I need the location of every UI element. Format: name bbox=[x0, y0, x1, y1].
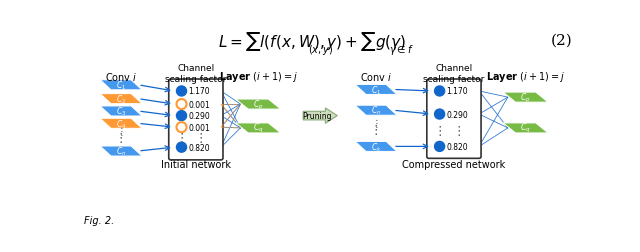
Text: Compressed network: Compressed network bbox=[403, 160, 506, 169]
Text: ⋮: ⋮ bbox=[115, 131, 127, 144]
Text: $C_p$: $C_p$ bbox=[253, 98, 264, 111]
Text: Conv $i$: Conv $i$ bbox=[105, 70, 138, 82]
Text: Channel
scaling factor: Channel scaling factor bbox=[165, 64, 227, 84]
Text: Layer $(i+1)=j$: Layer $(i+1)=j$ bbox=[219, 69, 298, 83]
Circle shape bbox=[435, 110, 445, 120]
Text: $C_n$: $C_n$ bbox=[371, 105, 381, 117]
Polygon shape bbox=[303, 108, 337, 124]
Text: Channel
scaling factor: Channel scaling factor bbox=[423, 64, 484, 84]
Text: ⋮: ⋮ bbox=[175, 131, 188, 144]
Text: Initial network: Initial network bbox=[161, 160, 231, 169]
Text: $C_p$: $C_p$ bbox=[520, 91, 531, 104]
Polygon shape bbox=[236, 100, 281, 110]
Circle shape bbox=[177, 143, 187, 152]
Text: ⋮: ⋮ bbox=[433, 124, 446, 137]
Text: Fig. 2.: Fig. 2. bbox=[84, 215, 114, 226]
Text: ⋮: ⋮ bbox=[372, 119, 381, 129]
Polygon shape bbox=[100, 146, 142, 156]
Polygon shape bbox=[355, 106, 397, 116]
Text: 0.290: 0.290 bbox=[447, 110, 468, 119]
Circle shape bbox=[435, 87, 445, 97]
Text: 0.001: 0.001 bbox=[189, 123, 211, 132]
Text: 0.290: 0.290 bbox=[189, 112, 211, 121]
Text: 1.170: 1.170 bbox=[189, 87, 210, 96]
Text: $C_q$: $C_q$ bbox=[520, 122, 531, 135]
Polygon shape bbox=[503, 93, 548, 103]
Text: ⋮: ⋮ bbox=[195, 131, 207, 144]
Text: $C_2$: $C_2$ bbox=[116, 93, 126, 106]
Text: $C_4$: $C_4$ bbox=[116, 118, 126, 130]
FancyBboxPatch shape bbox=[427, 80, 481, 159]
Text: ⋮: ⋮ bbox=[117, 127, 127, 137]
Text: $C_q$: $C_q$ bbox=[253, 122, 264, 135]
Text: $\gamma \in f$: $\gamma \in f$ bbox=[389, 43, 414, 57]
Text: Conv $i$: Conv $i$ bbox=[360, 70, 392, 82]
Circle shape bbox=[177, 111, 187, 121]
Text: Pruning: Pruning bbox=[302, 112, 332, 121]
FancyBboxPatch shape bbox=[169, 80, 223, 160]
Circle shape bbox=[177, 100, 187, 110]
Polygon shape bbox=[503, 123, 548, 133]
Text: $L = \sum l(f(x,W), y) + \sum g(\gamma)$: $L = \sum l(f(x,W), y) + \sum g(\gamma)$ bbox=[218, 29, 406, 52]
Text: (2): (2) bbox=[551, 34, 573, 48]
Text: 0.001: 0.001 bbox=[189, 100, 211, 109]
Text: ⋮: ⋮ bbox=[452, 124, 465, 137]
Text: $C_k$: $C_k$ bbox=[371, 141, 381, 153]
Text: $C_n$: $C_n$ bbox=[116, 145, 126, 158]
Text: $C_1$: $C_1$ bbox=[116, 79, 126, 92]
Polygon shape bbox=[355, 142, 397, 152]
Circle shape bbox=[177, 87, 187, 97]
Polygon shape bbox=[100, 107, 142, 116]
Polygon shape bbox=[100, 94, 142, 104]
Circle shape bbox=[435, 142, 445, 152]
Text: 1.170: 1.170 bbox=[447, 87, 468, 96]
Text: $(x,y)$: $(x,y)$ bbox=[308, 43, 333, 57]
Text: $C_3$: $C_3$ bbox=[116, 105, 126, 118]
Text: ⋮: ⋮ bbox=[370, 123, 382, 136]
Polygon shape bbox=[355, 85, 397, 95]
Text: $C_1$: $C_1$ bbox=[371, 84, 381, 96]
Polygon shape bbox=[100, 119, 142, 129]
Polygon shape bbox=[100, 80, 142, 90]
Text: Layer $(i+1)=j$: Layer $(i+1)=j$ bbox=[486, 69, 565, 83]
Polygon shape bbox=[236, 123, 281, 133]
Text: 0.820: 0.820 bbox=[189, 143, 210, 152]
Circle shape bbox=[177, 123, 187, 133]
Text: 0.820: 0.820 bbox=[447, 142, 468, 151]
